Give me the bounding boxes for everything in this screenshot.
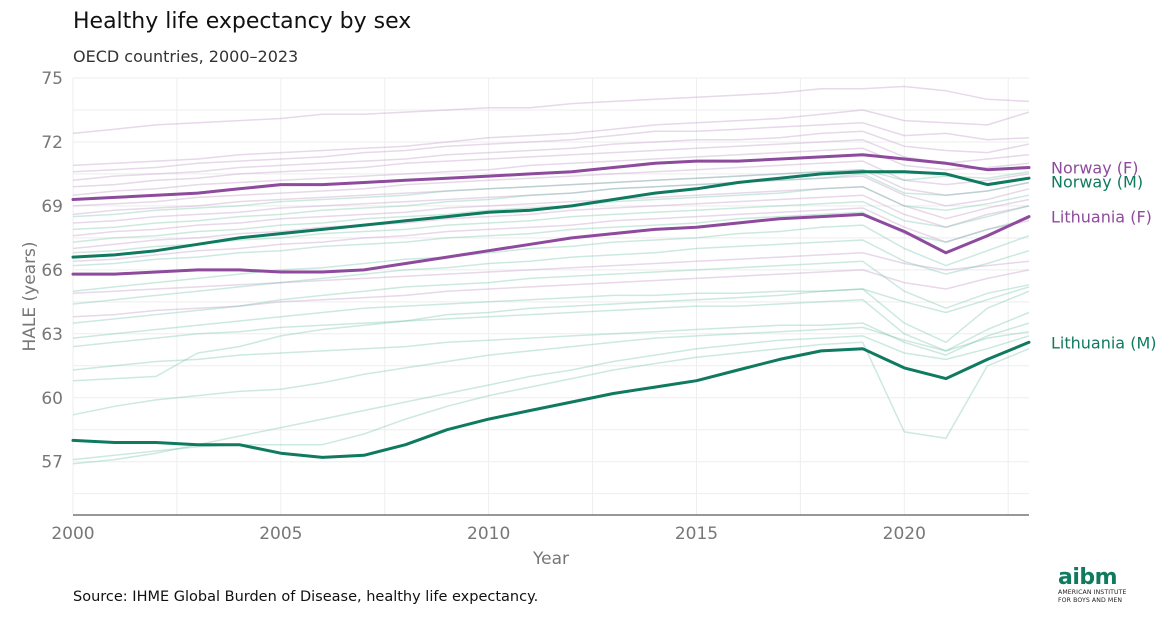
logo-tagline-line-2: FOR BOYS AND MEN [1058, 596, 1123, 604]
background-series-line [72, 139, 1030, 188]
background-series-lines [72, 85, 1030, 465]
y-tick-label: 63 [41, 325, 63, 345]
series-label-norway-f: Norway (F) [1051, 159, 1138, 178]
background-series-line [72, 194, 1030, 250]
background-series-line [72, 207, 1030, 263]
background-series-line [72, 286, 1030, 382]
source-note: Source: IHME Global Burden of Disease, h… [73, 589, 539, 605]
x-tick-label: 2020 [883, 524, 926, 544]
background-series-line [72, 252, 1030, 295]
background-series-line [72, 239, 1030, 305]
x-tick-label: 2005 [259, 524, 302, 544]
background-series-line [72, 298, 1030, 352]
background-series-line [72, 130, 1030, 182]
background-series-line [72, 175, 1030, 224]
series-line-norway-f [71, 153, 1031, 201]
logo-wordmark: aibm [1058, 565, 1118, 590]
logo-tagline-line-1: AMERICAN INSTITUTE [1058, 589, 1127, 596]
x-tick-label: 2000 [51, 524, 94, 544]
series-label-norway-m: Norway (M) [1051, 173, 1143, 192]
background-series-line [72, 322, 1030, 371]
series-labels: Norway (F)Norway (M) Lithuania (F) Lithuan… [1051, 159, 1156, 353]
aibm-logo: aibm AMERICAN INSTITUTE FOR BOYS AND MEN [1058, 567, 1168, 604]
x-axis-title: Year [532, 549, 569, 569]
background-series-line [72, 173, 1030, 231]
series-label-lithuania-f: Lithuania (F) [1051, 208, 1152, 227]
background-series-line [72, 211, 1030, 267]
series-label-lithuania-m: Lithuania (M) [1051, 333, 1156, 352]
y-tick-label: 60 [41, 389, 63, 409]
y-axis-title: HALE (years) [20, 241, 40, 351]
background-series-line [72, 185, 1030, 243]
background-series-line [72, 288, 1030, 344]
background-series-line [72, 147, 1030, 196]
background-series-line [72, 224, 1030, 292]
background-series-line [72, 260, 1030, 324]
x-tick-label: 2015 [675, 524, 718, 544]
background-series-line [72, 326, 1030, 416]
series-line-lithuania-f [71, 212, 1031, 276]
chart-title: Healthy life expectancy by sex [73, 9, 412, 34]
series-line-norway-m [71, 170, 1031, 259]
y-tick-label: 57 [41, 453, 63, 473]
y-tick-label: 72 [41, 133, 63, 153]
background-series-line [72, 85, 1030, 135]
background-series-line [72, 160, 1030, 207]
background-series-line [72, 200, 1030, 254]
background-series-line [72, 122, 1030, 173]
background-series-line [72, 335, 1030, 465]
grid-lines [72, 77, 1029, 515]
background-series-line [72, 269, 1030, 318]
y-tick-label: 66 [41, 261, 63, 281]
highlighted-series-lines [71, 153, 1031, 459]
y-tick-label: 75 [41, 69, 63, 89]
background-series-line [72, 185, 1030, 237]
chart-subtitle: OECD countries, 2000–2023 [73, 47, 299, 66]
axes: 57 60 63 66 69 72 75 2000 2005 2010 2015 2020 Year HA… [20, 69, 1029, 569]
series-line-lithuania-m [71, 340, 1031, 459]
y-tick-label: 69 [41, 197, 63, 217]
background-series-line [72, 109, 1030, 167]
x-tick-label: 2010 [467, 524, 510, 544]
